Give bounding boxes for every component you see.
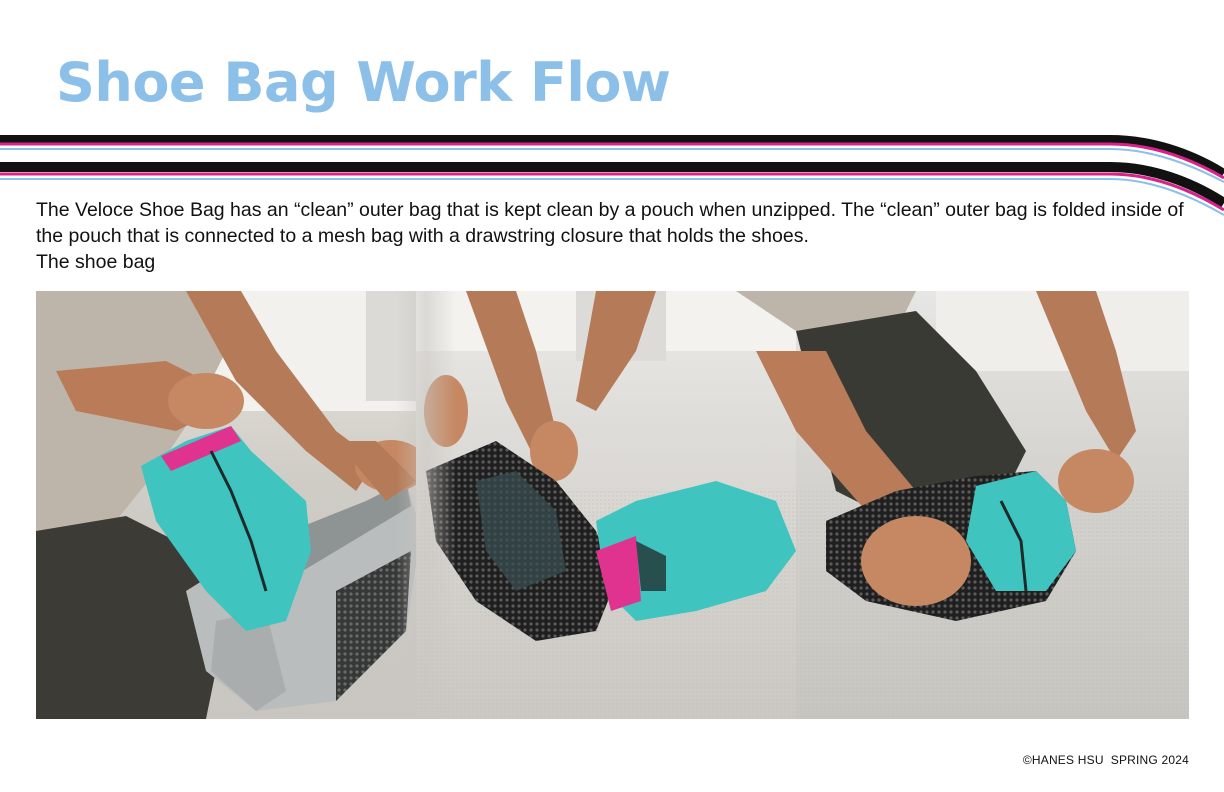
- decorative-stripes: [0, 135, 1224, 216]
- stripe-magenta-bottom: [0, 172, 1224, 212]
- frame-folding: [416, 291, 816, 719]
- copyright-footer: ©HANES HSU SPRING 2024: [1022, 753, 1189, 767]
- description-text: The Veloce Shoe Bag has an “clean” outer…: [36, 199, 1184, 247]
- caption-text: The shoe bag: [36, 251, 156, 273]
- shoe-bag-photo: [36, 291, 1189, 719]
- page-title: Shoe Bag Work Flow: [56, 51, 671, 114]
- photo-image: [36, 291, 1189, 719]
- stripe-black-top: [0, 135, 1224, 177]
- stripe-black-bottom: [0, 162, 1224, 208]
- frame-pull-out: [36, 291, 436, 719]
- stripe-magenta-top: [0, 142, 1224, 180]
- frame-zipping: [736, 291, 1189, 719]
- stripe-blue-bottom: [0, 178, 1224, 216]
- description-block: The Veloce Shoe Bag has an “clean” outer…: [36, 197, 1196, 275]
- stripe-blue-top: [0, 148, 1224, 183]
